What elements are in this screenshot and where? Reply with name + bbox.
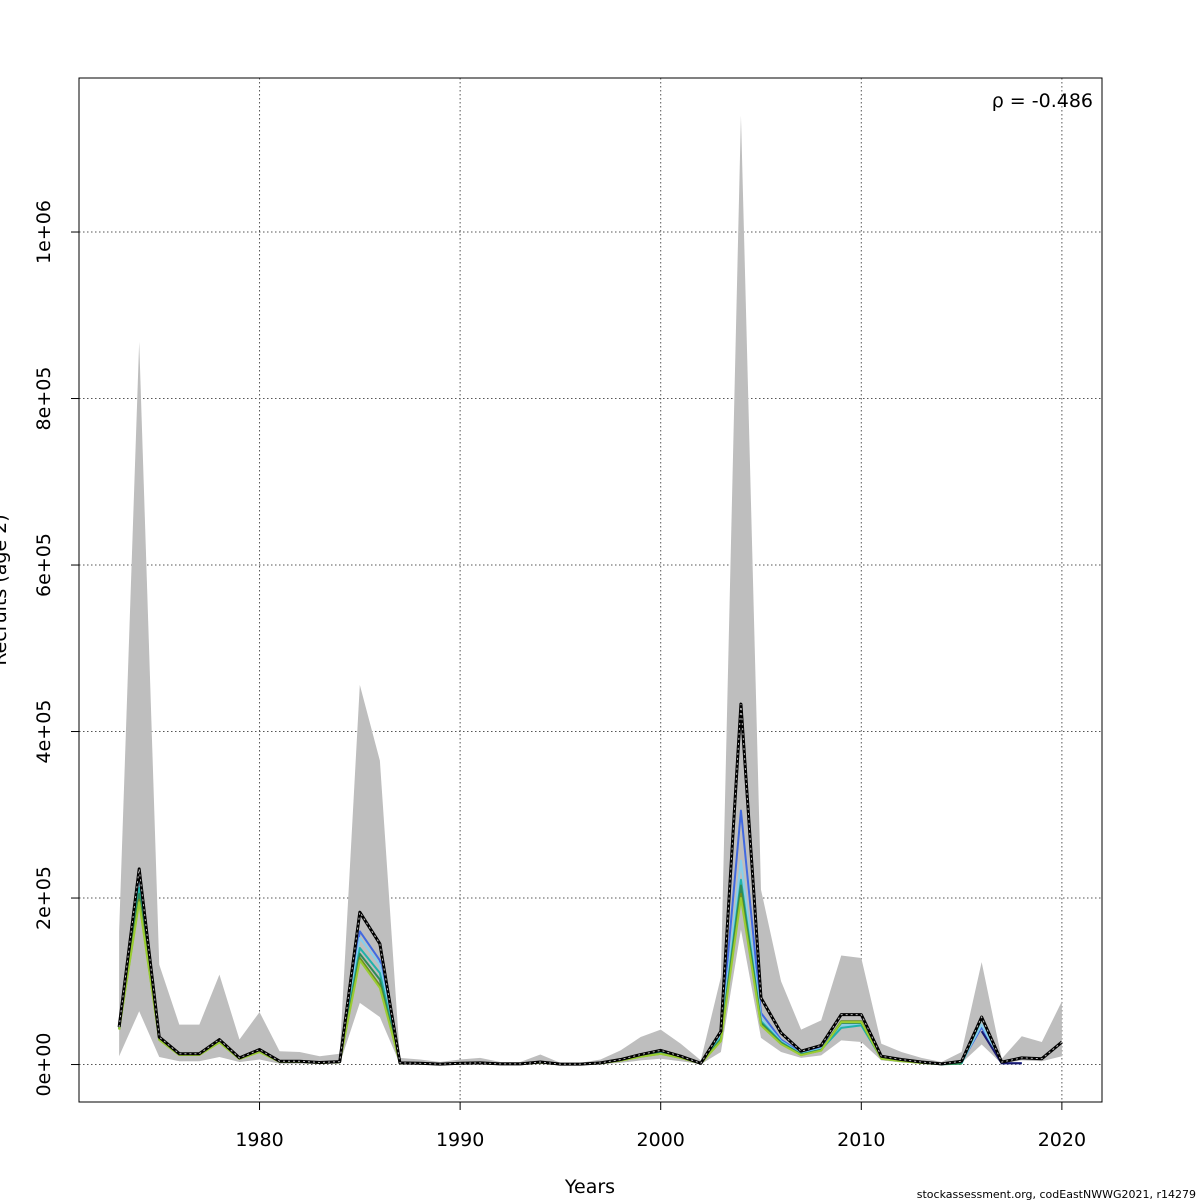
main-series-dots <box>118 704 1063 1065</box>
grid-lines <box>79 78 1102 1102</box>
y-tick-label: 1e+06 <box>33 200 55 264</box>
plot-frame <box>78 77 1103 1103</box>
y-tick-label: 8e+05 <box>33 367 55 431</box>
y-axis: 0e+00 2e+05 4e+05 6e+05 8e+05 1e+06 <box>33 200 79 1096</box>
y-tick-label: 6e+05 <box>33 533 55 597</box>
x-tick-label: 1980 <box>235 1129 283 1151</box>
x-tick-label: 2020 <box>1038 1129 1086 1151</box>
rho-annotation: ρ = -0.486 <box>992 90 1093 112</box>
confidence-band <box>119 115 1062 1065</box>
x-axis-title: Years <box>564 1176 615 1198</box>
main-estimate-line <box>117 702 1063 1066</box>
x-tick-label: 1990 <box>436 1129 484 1151</box>
source-credit: stockassessment.org, codEastNWWG2021, r1… <box>917 1188 1196 1200</box>
x-tick-label: 2010 <box>837 1129 885 1151</box>
y-tick-label: 2e+05 <box>33 866 55 930</box>
x-tick-label: 2000 <box>637 1129 685 1151</box>
x-axis: 1980 1990 2000 2010 2020 <box>235 1102 1086 1151</box>
main-series-line <box>117 702 1063 1066</box>
y-axis-title: Recruits (age 2) <box>0 514 11 665</box>
y-tick-label: 0e+00 <box>33 1033 55 1097</box>
y-tick-label: 4e+05 <box>33 700 55 764</box>
